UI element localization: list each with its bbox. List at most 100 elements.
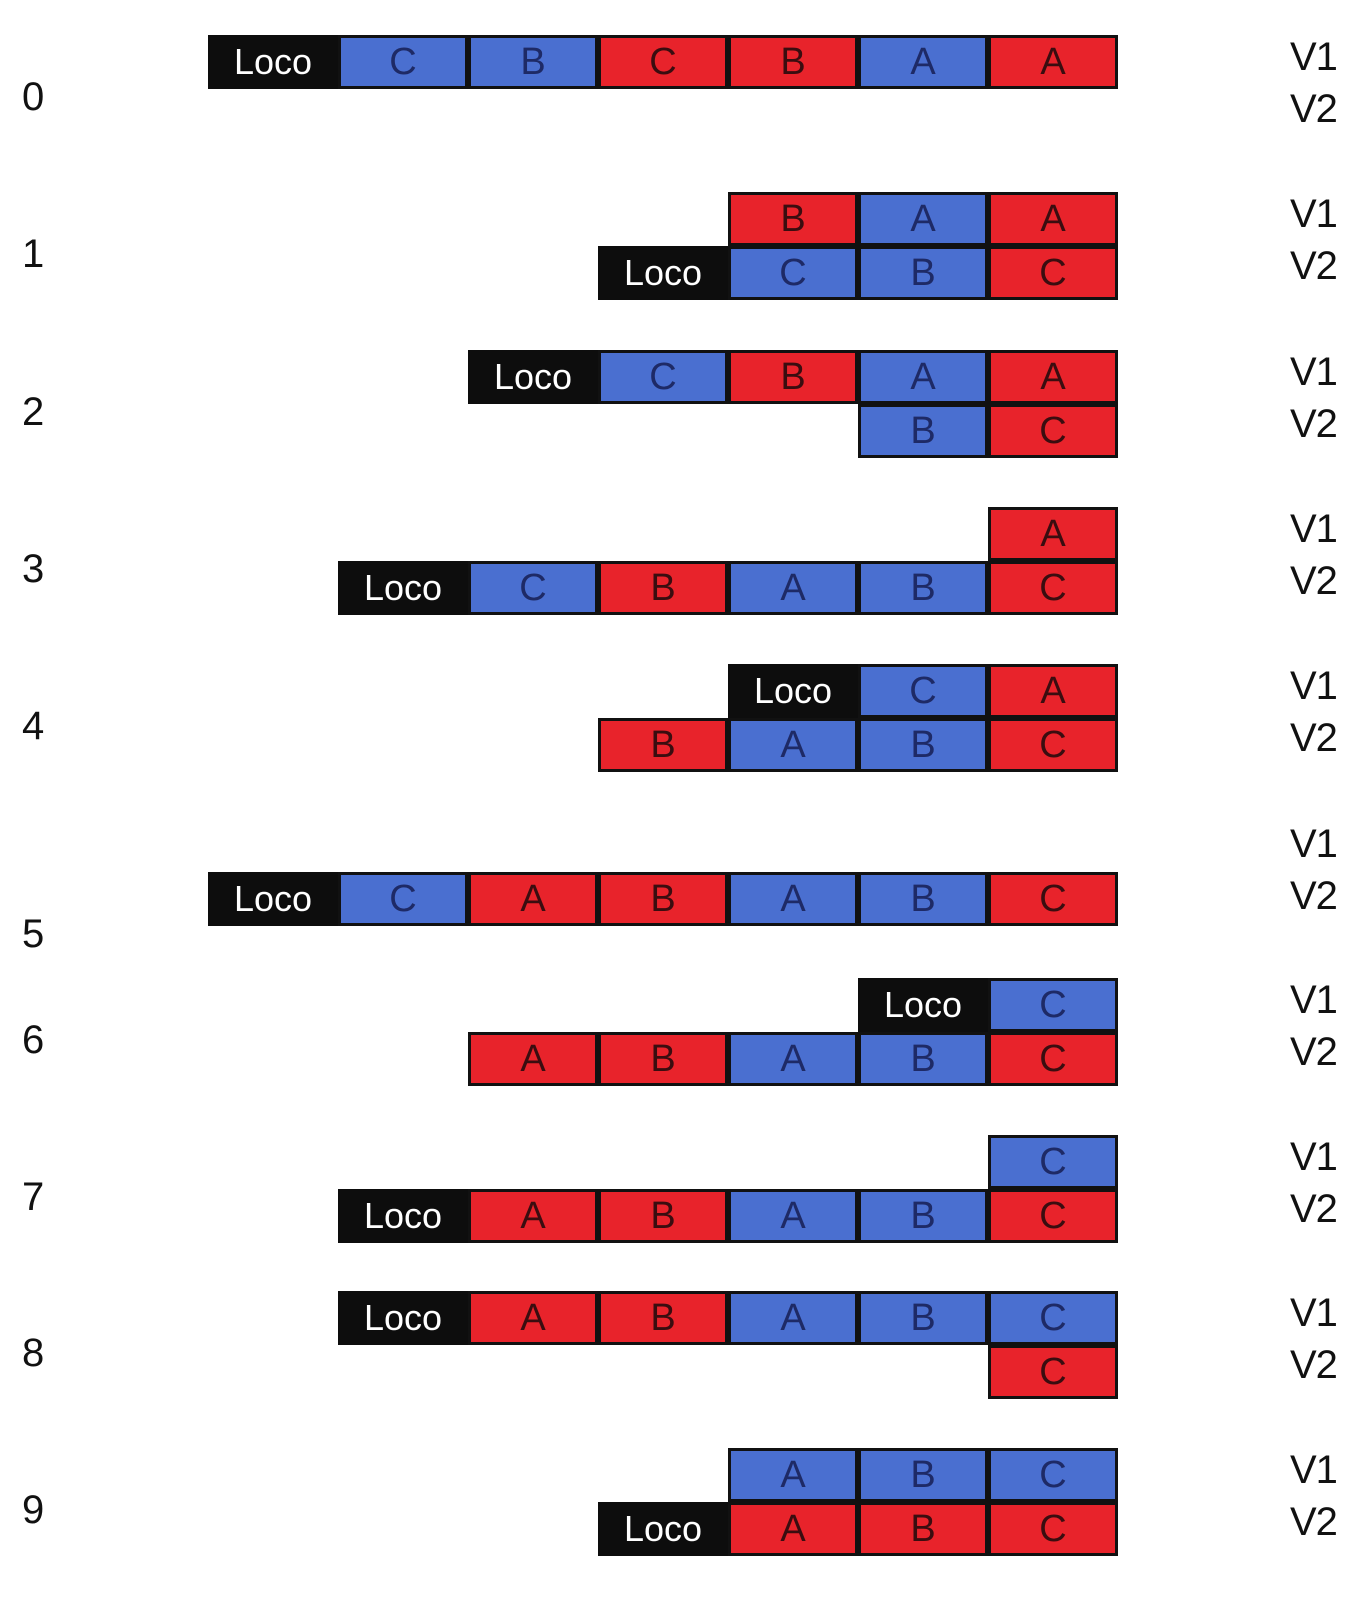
wagon: A <box>728 718 858 772</box>
wagon: C <box>988 1502 1118 1556</box>
wagon: B <box>598 872 728 926</box>
wagon: C <box>858 664 988 718</box>
wagon: B <box>858 1032 988 1086</box>
wagon: C <box>988 1032 1118 1086</box>
track-label-v1: V1 <box>1290 978 1338 1022</box>
wagon: C <box>598 35 728 89</box>
wagon: C <box>988 718 1118 772</box>
wagon: B <box>858 246 988 300</box>
step-number: 0 <box>22 75 45 119</box>
wagon: A <box>988 507 1118 561</box>
track-label-v2: V2 <box>1290 402 1338 446</box>
wagon: B <box>468 35 598 89</box>
wagon: B <box>598 561 728 615</box>
step-number: 5 <box>22 912 45 956</box>
wagon: A <box>728 1291 858 1345</box>
step-number: 2 <box>22 390 45 434</box>
wagon: C <box>988 978 1118 1032</box>
locomotive: Loco <box>208 872 338 926</box>
wagon: C <box>338 872 468 926</box>
step-number: 4 <box>22 704 45 748</box>
wagon: B <box>858 561 988 615</box>
wagon: A <box>858 192 988 246</box>
track-label-v1: V1 <box>1290 350 1338 394</box>
wagon: B <box>858 1291 988 1345</box>
wagon: B <box>858 718 988 772</box>
track-label-v1: V1 <box>1290 507 1338 551</box>
wagon: C <box>988 1189 1118 1243</box>
wagon: A <box>468 1291 598 1345</box>
track-label-v1: V1 <box>1290 1291 1338 1335</box>
track-label-v2: V2 <box>1290 244 1338 288</box>
step-number: 7 <box>22 1175 45 1219</box>
wagon: A <box>728 1448 858 1502</box>
wagon: A <box>728 872 858 926</box>
step-number: 1 <box>22 232 45 276</box>
wagon: A <box>988 192 1118 246</box>
wagon: A <box>858 350 988 404</box>
track-label-v2: V2 <box>1290 874 1338 918</box>
track-label-v1: V1 <box>1290 1135 1338 1179</box>
wagon: A <box>988 350 1118 404</box>
track-label-v2: V2 <box>1290 1187 1338 1231</box>
track-label-v2: V2 <box>1290 87 1338 131</box>
wagon: A <box>728 561 858 615</box>
wagon: A <box>988 664 1118 718</box>
wagon: A <box>728 1189 858 1243</box>
wagon: B <box>858 872 988 926</box>
wagon: B <box>858 404 988 458</box>
wagon: B <box>728 350 858 404</box>
locomotive: Loco <box>598 1502 728 1556</box>
wagon: C <box>988 404 1118 458</box>
track-label-v1: V1 <box>1290 822 1338 866</box>
track-label-v2: V2 <box>1290 716 1338 760</box>
wagon: C <box>988 1135 1118 1189</box>
wagon: C <box>988 246 1118 300</box>
step-number: 8 <box>22 1331 45 1375</box>
track-label-v1: V1 <box>1290 1448 1338 1492</box>
track-label-v1: V1 <box>1290 664 1338 708</box>
locomotive: Loco <box>468 350 598 404</box>
track-label-v2: V2 <box>1290 1343 1338 1387</box>
wagon: B <box>858 1448 988 1502</box>
wagon: B <box>598 1032 728 1086</box>
wagon: A <box>858 35 988 89</box>
wagon: B <box>598 718 728 772</box>
wagon: B <box>858 1189 988 1243</box>
locomotive: Loco <box>598 246 728 300</box>
wagon: C <box>988 561 1118 615</box>
wagon: C <box>598 350 728 404</box>
wagon: A <box>468 872 598 926</box>
wagon: B <box>598 1291 728 1345</box>
step-number: 9 <box>22 1488 45 1532</box>
wagon: C <box>988 1291 1118 1345</box>
wagon: C <box>988 1448 1118 1502</box>
wagon: A <box>728 1502 858 1556</box>
wagon: A <box>468 1189 598 1243</box>
locomotive: Loco <box>338 1189 468 1243</box>
step-number: 3 <box>22 547 45 591</box>
wagon: B <box>728 35 858 89</box>
track-label-v1: V1 <box>1290 192 1338 236</box>
track-label-v2: V2 <box>1290 559 1338 603</box>
wagon: B <box>728 192 858 246</box>
locomotive: Loco <box>338 561 468 615</box>
wagon: B <box>858 1502 988 1556</box>
locomotive: Loco <box>858 978 988 1032</box>
locomotive: Loco <box>208 35 338 89</box>
track-label-v2: V2 <box>1290 1030 1338 1074</box>
locomotive: Loco <box>338 1291 468 1345</box>
wagon: A <box>988 35 1118 89</box>
wagon: C <box>338 35 468 89</box>
wagon: C <box>988 1345 1118 1399</box>
step-number: 6 <box>22 1018 45 1062</box>
track-label-v1: V1 <box>1290 35 1338 79</box>
wagon: C <box>728 246 858 300</box>
wagon: C <box>468 561 598 615</box>
wagon: A <box>728 1032 858 1086</box>
wagon: A <box>468 1032 598 1086</box>
track-label-v2: V2 <box>1290 1500 1338 1544</box>
wagon: C <box>988 872 1118 926</box>
locomotive: Loco <box>728 664 858 718</box>
